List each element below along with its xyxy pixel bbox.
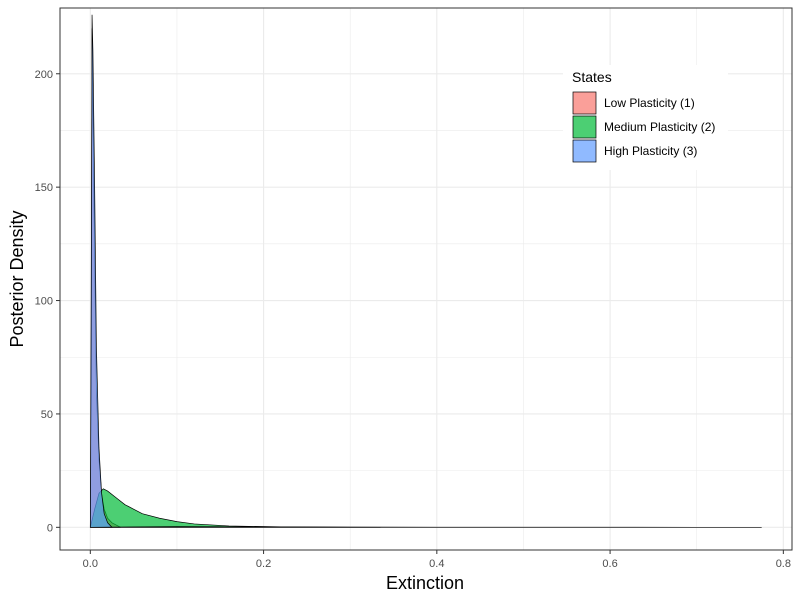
legend-items: Low Plasticity (1) Medium Plasticity (2) H… xyxy=(573,92,715,162)
legend-key xyxy=(573,92,596,114)
x-tick-label: 0.8 xyxy=(776,558,791,570)
x-tick-label: 0.2 xyxy=(256,558,271,570)
y-axis: 0 50 100 150 200 xyxy=(35,69,60,535)
x-axis-title: Extinction xyxy=(386,573,464,593)
legend: States Low Plasticity (1) Medium Plastici… xyxy=(563,65,728,170)
y-axis-title: Posterior Density xyxy=(7,210,27,347)
legend-key xyxy=(573,116,596,138)
x-tick-label: 0.6 xyxy=(602,558,617,570)
x-tick-label: 0.4 xyxy=(429,558,444,570)
legend-title: States xyxy=(572,69,612,85)
y-tick-label: 200 xyxy=(35,69,53,81)
legend-label: Low Plasticity (1) xyxy=(604,96,695,110)
legend-label: Medium Plasticity (2) xyxy=(604,120,715,134)
y-tick-label: 0 xyxy=(47,522,53,534)
y-tick-label: 100 xyxy=(35,296,53,308)
x-tick-label: 0.0 xyxy=(83,558,98,570)
legend-label: High Plasticity (3) xyxy=(604,144,697,158)
x-axis: 0.0 0.2 0.4 0.6 0.8 xyxy=(83,550,791,570)
y-tick-label: 50 xyxy=(41,409,53,421)
y-tick-label: 150 xyxy=(35,182,53,194)
legend-key xyxy=(573,140,596,162)
